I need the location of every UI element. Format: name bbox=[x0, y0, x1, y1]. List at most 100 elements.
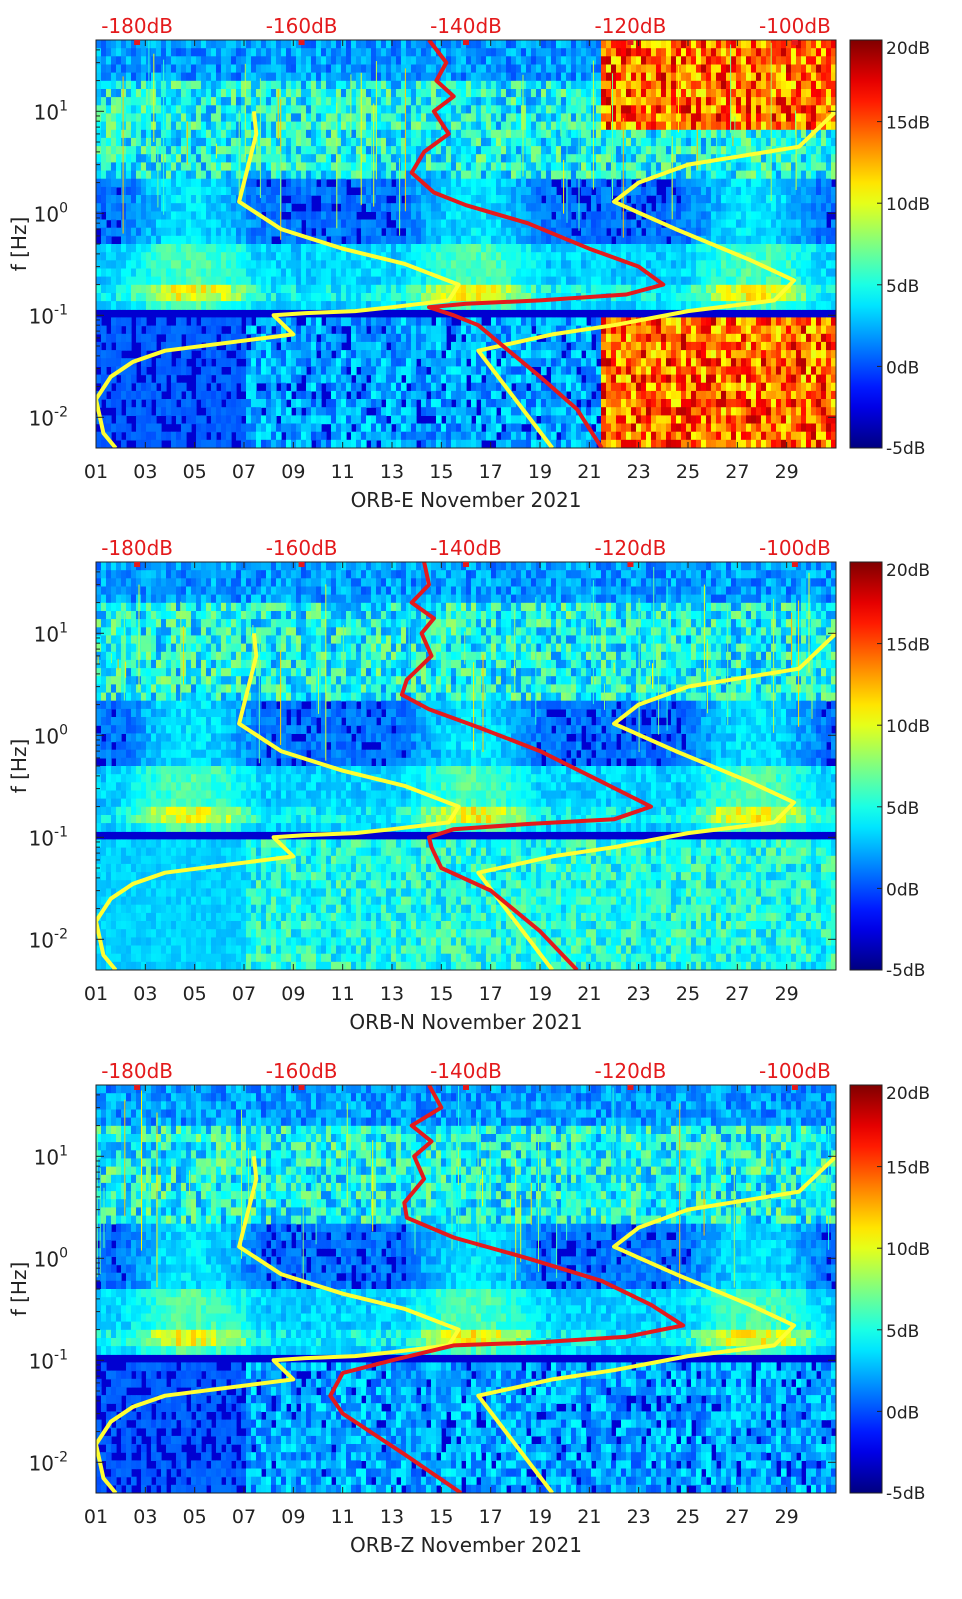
spectrogram-cell bbox=[456, 40, 462, 49]
spectrogram-cell bbox=[326, 284, 332, 294]
spectrogram-cell bbox=[156, 374, 162, 384]
spectrogram-cell bbox=[236, 252, 242, 261]
spectrogram-cell bbox=[176, 301, 182, 310]
spectrogram-cell bbox=[246, 390, 252, 400]
spectrogram-cell bbox=[331, 186, 337, 196]
spectrogram-cell bbox=[561, 113, 567, 123]
spectrogram-cell bbox=[491, 244, 497, 253]
spectrogram-cell bbox=[356, 431, 362, 441]
spectrogram-cell bbox=[581, 399, 587, 408]
spectrogram-cell bbox=[266, 439, 272, 448]
spectrogram-cell bbox=[451, 89, 457, 98]
spectrogram-cell bbox=[471, 301, 477, 310]
spectrogram-cell bbox=[116, 80, 122, 90]
spectrogram-cell bbox=[431, 439, 437, 448]
spectrogram-cell bbox=[466, 293, 472, 302]
spectrogram-cell bbox=[636, 170, 642, 180]
spectrogram-cell bbox=[536, 244, 542, 253]
spectrogram-cell bbox=[401, 203, 407, 212]
spectrogram-cell bbox=[296, 186, 302, 196]
spectrogram-cell bbox=[386, 350, 392, 359]
spectrogram-cell bbox=[246, 227, 252, 237]
spectrogram-cell bbox=[461, 358, 467, 367]
spectrogram-cell bbox=[186, 399, 192, 408]
spectrogram-cell bbox=[526, 244, 532, 253]
spectrogram-cell bbox=[96, 301, 102, 310]
spectrogram-cell bbox=[226, 268, 232, 278]
spectrogram-cell bbox=[141, 105, 147, 115]
spectrogram-cell bbox=[396, 382, 402, 392]
spectrogram-cell bbox=[116, 227, 122, 237]
spectrogram-cell bbox=[596, 56, 602, 66]
spectrogram-cell bbox=[446, 162, 452, 172]
spectrogram-cell bbox=[406, 203, 412, 212]
spectrogram-cell bbox=[566, 244, 572, 253]
spectrogram-cell bbox=[516, 317, 522, 327]
spectrogram-cell bbox=[181, 121, 187, 131]
spectrogram-cell bbox=[121, 89, 127, 98]
spectrogram-cell bbox=[456, 244, 462, 253]
spectrogram-cell bbox=[471, 195, 477, 204]
spectrogram-cell bbox=[156, 423, 162, 433]
spectrogram-cell bbox=[391, 40, 397, 49]
spectrogram-cell bbox=[636, 186, 642, 196]
spectrogram-cell bbox=[326, 252, 332, 261]
spectrogram-cell bbox=[381, 170, 387, 180]
spectrogram-cell bbox=[181, 439, 187, 448]
spectrogram-cell bbox=[306, 415, 312, 425]
spectrogram-cell bbox=[266, 407, 272, 416]
spectrogram-cell bbox=[156, 121, 162, 131]
spectrogram-cell bbox=[286, 260, 292, 270]
spectrogram-cell bbox=[426, 358, 432, 367]
spectrogram-cell bbox=[106, 170, 112, 180]
spectrogram-cell bbox=[161, 260, 167, 270]
spectrogram-cell bbox=[591, 374, 597, 384]
spectrogram-cell bbox=[541, 301, 547, 310]
spectrogram-cell bbox=[241, 227, 247, 237]
spectrogram-cell bbox=[111, 113, 117, 123]
spectrogram-cell bbox=[366, 244, 372, 253]
spectrogram-cell bbox=[216, 284, 222, 294]
spectrogram-cell bbox=[116, 415, 122, 425]
spectrogram-cell bbox=[581, 48, 587, 57]
spectrogram-cell bbox=[216, 121, 222, 131]
spectrogram-cell bbox=[131, 129, 137, 139]
spectrogram-cell bbox=[201, 129, 207, 139]
spectrogram-cell bbox=[196, 154, 202, 163]
spectrogram-cell bbox=[106, 105, 112, 115]
spectrogram-cell bbox=[601, 146, 607, 155]
spectrogram-cell bbox=[106, 72, 112, 82]
spectrogram-cell bbox=[476, 382, 482, 392]
spectrogram-cell bbox=[631, 235, 637, 245]
spectrogram-cell bbox=[501, 366, 507, 376]
spectrogram-cell bbox=[441, 154, 447, 163]
spectrogram-cell bbox=[396, 325, 402, 335]
spectrogram-cell bbox=[561, 97, 567, 106]
spectrogram-cell bbox=[266, 423, 272, 433]
spectrogram-cell bbox=[556, 219, 562, 229]
spectrogram-cell bbox=[421, 382, 427, 392]
spectrogram-cell bbox=[221, 105, 227, 115]
spectrogram-cell bbox=[236, 325, 242, 335]
spectrogram-cell bbox=[231, 48, 237, 57]
spectrogram-cell bbox=[616, 137, 622, 147]
spectrogram-cell bbox=[626, 244, 632, 253]
spectrogram-cell bbox=[266, 399, 272, 408]
spectrogram-cell bbox=[106, 235, 112, 245]
spectrogram-cell bbox=[311, 64, 317, 74]
spectrogram-cell bbox=[461, 350, 467, 359]
spectrogram-cell bbox=[631, 390, 637, 400]
spectrogram-cell bbox=[501, 97, 507, 106]
spectrogram-cell bbox=[581, 268, 587, 278]
spectrogram-cell bbox=[216, 162, 222, 172]
spectrogram-cell bbox=[591, 301, 597, 310]
spectrogram-cell bbox=[541, 284, 547, 294]
spectrogram-cell bbox=[276, 40, 282, 49]
spectrogram-cell bbox=[256, 374, 262, 384]
spectrogram-cell bbox=[566, 56, 572, 66]
spectrogram-cell bbox=[116, 137, 122, 147]
spectrogram-cell bbox=[366, 382, 372, 392]
spectrogram-cell bbox=[111, 374, 117, 384]
spectrogram-cell bbox=[541, 390, 547, 400]
spectrogram-cell bbox=[346, 211, 352, 221]
